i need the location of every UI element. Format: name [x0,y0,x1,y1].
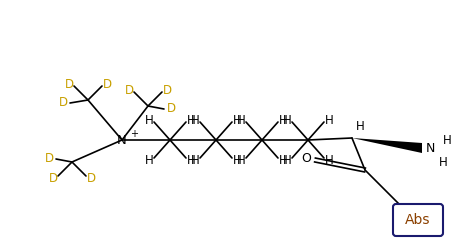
Text: H: H [145,114,153,126]
Text: D: D [162,84,172,96]
Text: N: N [117,133,127,147]
Text: H: H [233,114,241,126]
Text: H: H [443,133,451,147]
Text: H: H [279,154,288,166]
Text: O: O [301,153,311,165]
Text: H: H [356,120,364,132]
Text: D: D [44,153,53,165]
Text: H: H [187,114,195,126]
Text: H: H [191,114,200,126]
Text: H: H [145,154,153,166]
Text: H: H [187,154,195,166]
Text: D: D [103,77,112,91]
Text: +: + [130,129,138,139]
Text: D: D [64,77,74,91]
Text: H: H [283,154,291,166]
Text: H: H [236,154,245,166]
FancyBboxPatch shape [393,204,443,236]
Text: N: N [425,142,435,155]
Polygon shape [352,138,422,153]
Text: H: H [324,114,333,126]
Text: D: D [166,102,175,116]
Text: H: H [233,154,241,166]
Text: H: H [283,114,291,126]
Text: H: H [438,155,447,168]
Text: Abs: Abs [405,213,431,227]
Text: H: H [324,154,333,166]
Text: H: H [236,114,245,126]
Text: H: H [191,154,200,166]
Text: D: D [48,172,58,185]
Text: D: D [59,96,68,110]
Text: H: H [279,114,288,126]
Text: D: D [87,172,96,185]
Text: D: D [124,84,133,96]
